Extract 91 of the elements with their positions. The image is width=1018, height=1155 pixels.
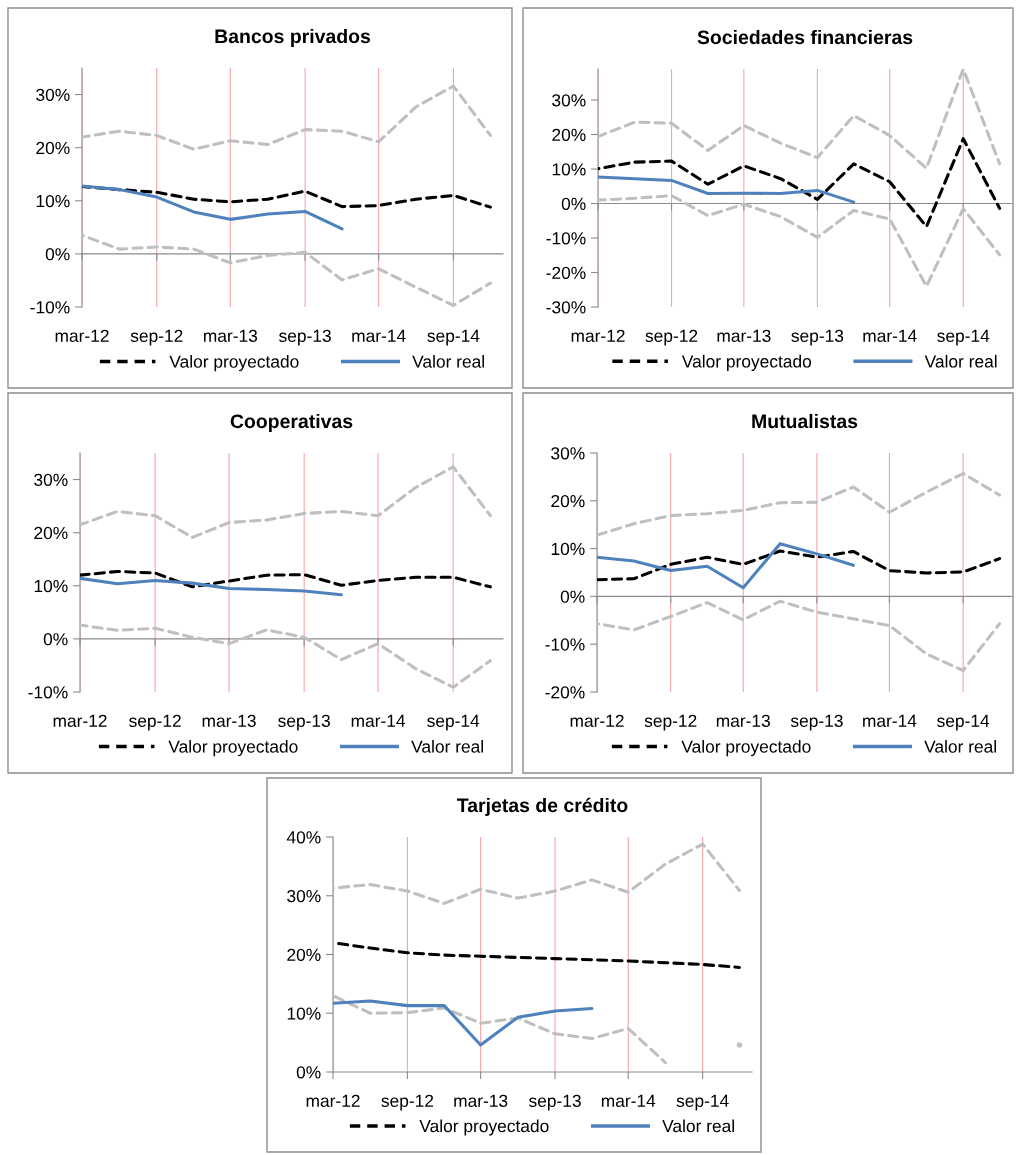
y-tick-label: 20% <box>36 141 70 155</box>
x-tick-label: sep-12 <box>130 329 183 346</box>
y-tick-label: 10% <box>552 163 586 176</box>
line-series <box>80 465 492 539</box>
chart-title: Tarjetas de crédito <box>456 797 628 817</box>
line-series <box>597 549 1002 582</box>
y-tick-label: 0% <box>296 1066 321 1079</box>
y-tick-label: -20% <box>545 686 585 699</box>
legend-label: Valor real <box>924 354 997 368</box>
legend-label: Valor proyectado <box>681 354 812 372</box>
x-tick-label: mar-14 <box>863 714 917 727</box>
x-tick-label: mar-13 <box>203 329 258 342</box>
x-tick-label: mar-13 <box>717 329 771 342</box>
x-tick-label: mar-12 <box>570 714 624 727</box>
x-tick-label: sep-14 <box>937 714 990 731</box>
legend-label: Valor real <box>411 740 483 753</box>
x-tick-label: mar-13 <box>202 714 256 727</box>
line-series <box>333 999 594 1047</box>
y-tick-label: 30% <box>36 88 70 102</box>
y-tick-label: 40% <box>286 831 321 844</box>
y-tick-label: 20% <box>552 128 586 141</box>
legend-label: Valor proyectado <box>169 355 299 372</box>
y-tick-label: -10% <box>28 686 68 699</box>
x-tick-label: sep-14 <box>676 1094 729 1111</box>
line-series <box>333 842 741 905</box>
x-tick-label: mar-14 <box>351 714 406 727</box>
legend-label: Valor real <box>924 740 996 753</box>
y-tick-label: 20% <box>551 494 585 508</box>
line-series <box>598 69 1002 170</box>
x-tick-label: sep-13 <box>791 329 844 346</box>
chart-title: Sociedades financieras <box>697 29 913 45</box>
line-series <box>82 184 344 231</box>
line-series <box>80 623 492 689</box>
x-tick-label: mar-13 <box>716 714 770 727</box>
x-tick-label: mar-14 <box>863 329 917 342</box>
x-tick-label: sep-13 <box>278 714 330 731</box>
y-tick-label: 20% <box>34 526 68 540</box>
x-tick-label: sep-13 <box>279 329 331 346</box>
line-series <box>80 569 492 589</box>
y-tick-label: 10% <box>34 579 68 593</box>
y-tick-label: -10% <box>30 301 70 314</box>
chart-title: Mutualistas <box>752 413 858 429</box>
x-tick-label: sep-14 <box>937 329 990 346</box>
x-tick-label: sep-13 <box>790 714 843 731</box>
x-tick-label: sep-12 <box>644 714 697 731</box>
x-tick-label: sep-12 <box>381 1094 434 1111</box>
x-tick-label: sep-14 <box>427 714 480 731</box>
x-tick-label: mar-14 <box>352 329 406 342</box>
line-series <box>82 233 492 307</box>
y-tick-label: 0% <box>45 248 70 261</box>
legend-label: Valor real <box>662 1119 734 1133</box>
y-tick-label: -10% <box>545 638 585 651</box>
y-tick-label: -20% <box>546 266 586 279</box>
line-series <box>597 542 855 590</box>
legend-label: Valor proyectado <box>681 740 811 757</box>
x-tick-label: mar-12 <box>306 1094 360 1107</box>
chart-title: Cooperativas <box>230 413 353 433</box>
line-series <box>80 576 343 597</box>
y-tick-label: 10% <box>36 194 70 208</box>
line-series <box>598 175 856 204</box>
x-tick-label: mar-12 <box>53 714 107 727</box>
y-tick-label: 30% <box>551 447 585 460</box>
y-tick-label: 10% <box>287 1007 321 1020</box>
line-series <box>597 472 1002 537</box>
y-tick-label: 10% <box>551 542 585 556</box>
y-tick-label: 20% <box>287 948 321 961</box>
line-series <box>598 137 1002 229</box>
y-tick-label: -30% <box>546 301 586 314</box>
line-series <box>598 194 1002 288</box>
legend-label: Valor real <box>412 355 484 368</box>
y-tick-label: 30% <box>34 473 68 487</box>
x-tick-label: sep-12 <box>645 329 698 346</box>
x-tick-label: mar-13 <box>454 1094 508 1107</box>
x-tick-label: mar-12 <box>571 329 625 342</box>
x-tick-label: sep-13 <box>528 1094 581 1111</box>
x-tick-label: mar-14 <box>601 1094 656 1107</box>
y-tick-label: 0% <box>43 633 68 646</box>
y-tick-label: -10% <box>546 232 586 245</box>
line-series <box>82 184 492 209</box>
y-tick-label: 0% <box>561 197 586 210</box>
y-tick-label: 30% <box>552 94 586 107</box>
x-tick-label: sep-12 <box>129 714 181 731</box>
legend-label: Valor proyectado <box>419 1119 549 1136</box>
x-tick-label: mar-12 <box>55 329 109 342</box>
chart-title: Bancos privados <box>215 28 371 48</box>
y-tick-label: 0% <box>560 590 585 603</box>
legend-label: Valor proyectado <box>168 740 298 757</box>
line-series <box>597 599 1002 673</box>
line-series <box>82 84 492 151</box>
y-tick-label: 30% <box>287 889 321 903</box>
x-tick-label: sep-14 <box>427 329 480 346</box>
